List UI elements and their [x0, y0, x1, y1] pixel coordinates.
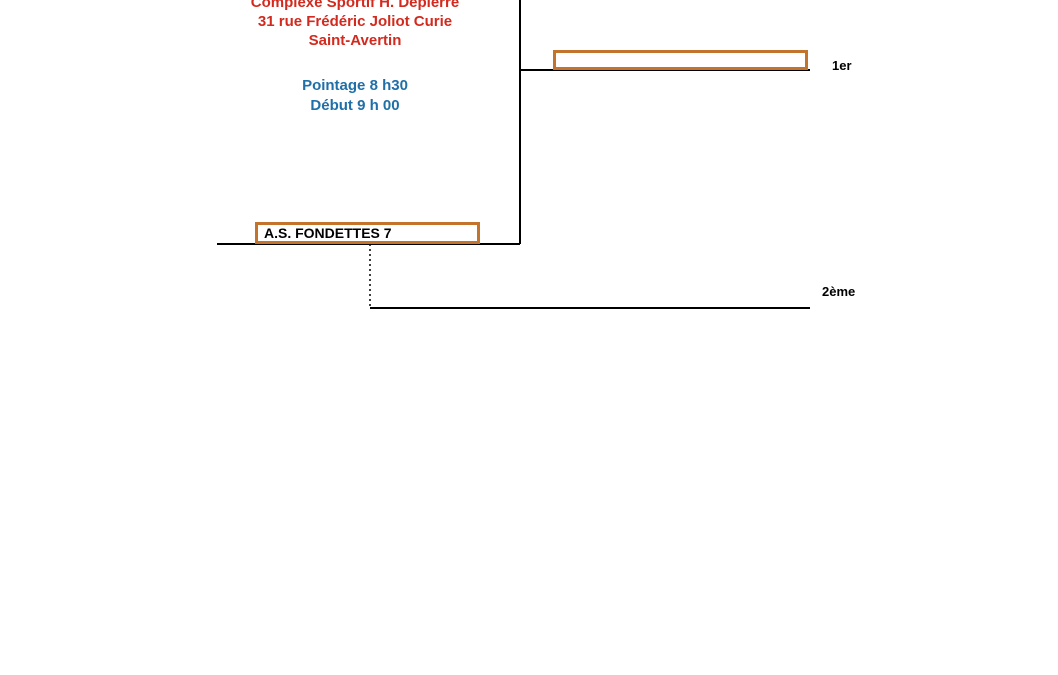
- team-label: A.S. FONDETTES 7: [264, 225, 392, 241]
- place-label-second: 2ème: [822, 284, 855, 299]
- winner-box: [553, 50, 808, 70]
- place-label-first: 1er: [832, 58, 852, 73]
- team-box-fondettes: A.S. FONDETTES 7: [255, 222, 480, 244]
- bracket-lines: [0, 0, 1058, 675]
